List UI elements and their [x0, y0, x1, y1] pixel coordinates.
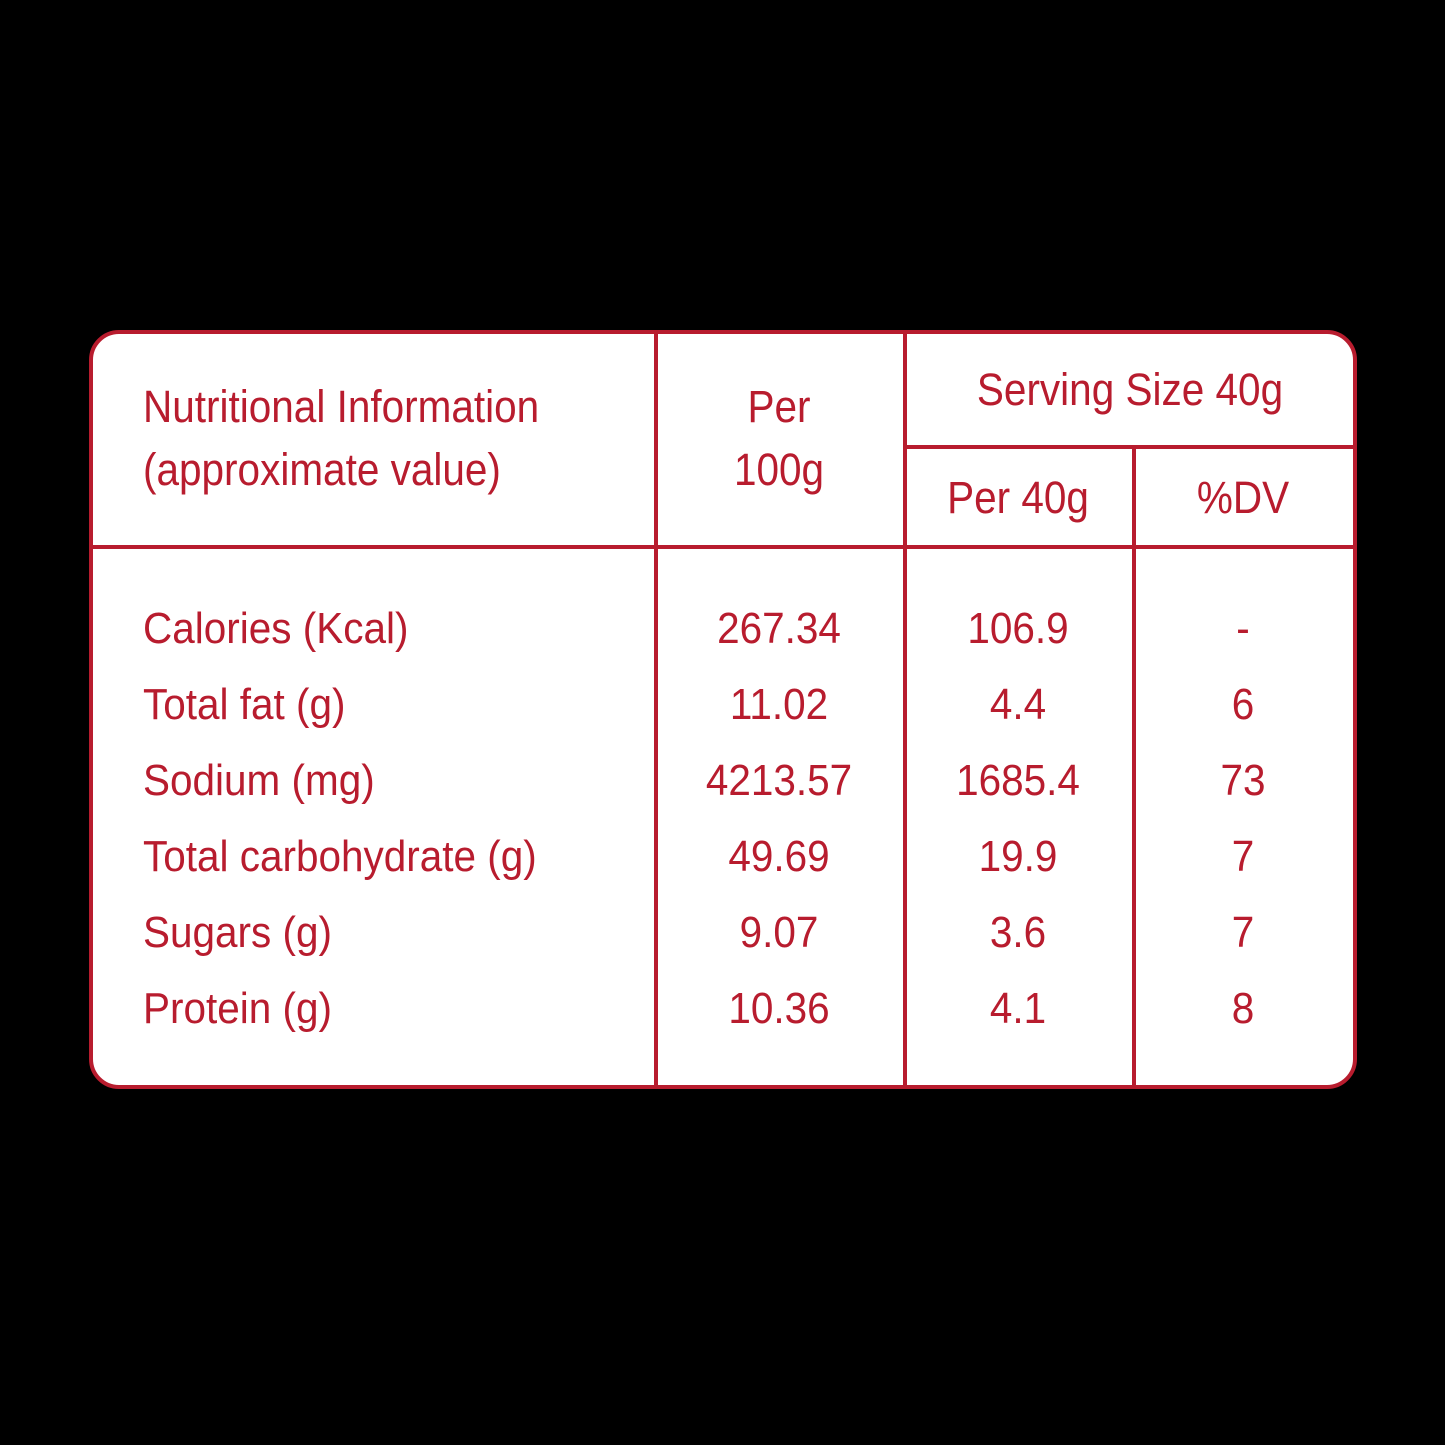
column-divider-2: [903, 334, 907, 1085]
header-divider: [93, 545, 1353, 549]
column-divider-3: [1132, 445, 1136, 1085]
per40g-value: 4.1: [989, 984, 1047, 1033]
header-serving-size: Serving Size 40g: [976, 364, 1284, 415]
per100g-value: 267.34: [717, 604, 841, 653]
nutrient-label: Total fat (g): [143, 680, 346, 729]
per40g-value: 106.9: [967, 604, 1069, 653]
nutrient-label: Calories (Kcal): [143, 604, 409, 653]
per40g-value: 3.6: [989, 908, 1047, 957]
column-divider-1: [654, 334, 658, 1085]
header-per-40g: Per 40g: [947, 472, 1089, 523]
dv-value: 7: [1231, 832, 1255, 881]
dv-value: 6: [1231, 680, 1255, 729]
nutrient-label: Sugars (g): [143, 908, 332, 957]
header-nutritional-information: Nutritional Information: [143, 381, 540, 432]
per40g-value: 1685.4: [956, 756, 1080, 805]
per100g-value: 10.36: [728, 984, 830, 1033]
dv-value: 73: [1220, 756, 1266, 805]
per40g-value: 4.4: [989, 680, 1047, 729]
dv-value: 7: [1231, 908, 1255, 957]
nutrition-facts-table: Nutritional Information (approximate val…: [89, 330, 1357, 1089]
per100g-value: 4213.57: [705, 756, 853, 805]
header-per-label: Per: [747, 381, 811, 432]
per100g-value: 11.02: [729, 680, 829, 729]
per40g-value: 19.9: [978, 832, 1058, 881]
per100g-value: 49.69: [728, 832, 830, 881]
header-percent-dv: %DV: [1196, 472, 1290, 523]
nutrient-label: Sodium (mg): [143, 756, 375, 805]
nutrient-label: Protein (g): [143, 984, 332, 1033]
nutrient-label: Total carbohydrate (g): [143, 832, 537, 881]
header-approximate-value: (approximate value): [143, 444, 501, 495]
per100g-value: 9.07: [739, 908, 819, 957]
dv-value: 8: [1231, 984, 1255, 1033]
header-100g-label: 100g: [733, 444, 825, 495]
dv-value: -: [1236, 604, 1250, 653]
serving-size-divider: [903, 445, 1353, 449]
